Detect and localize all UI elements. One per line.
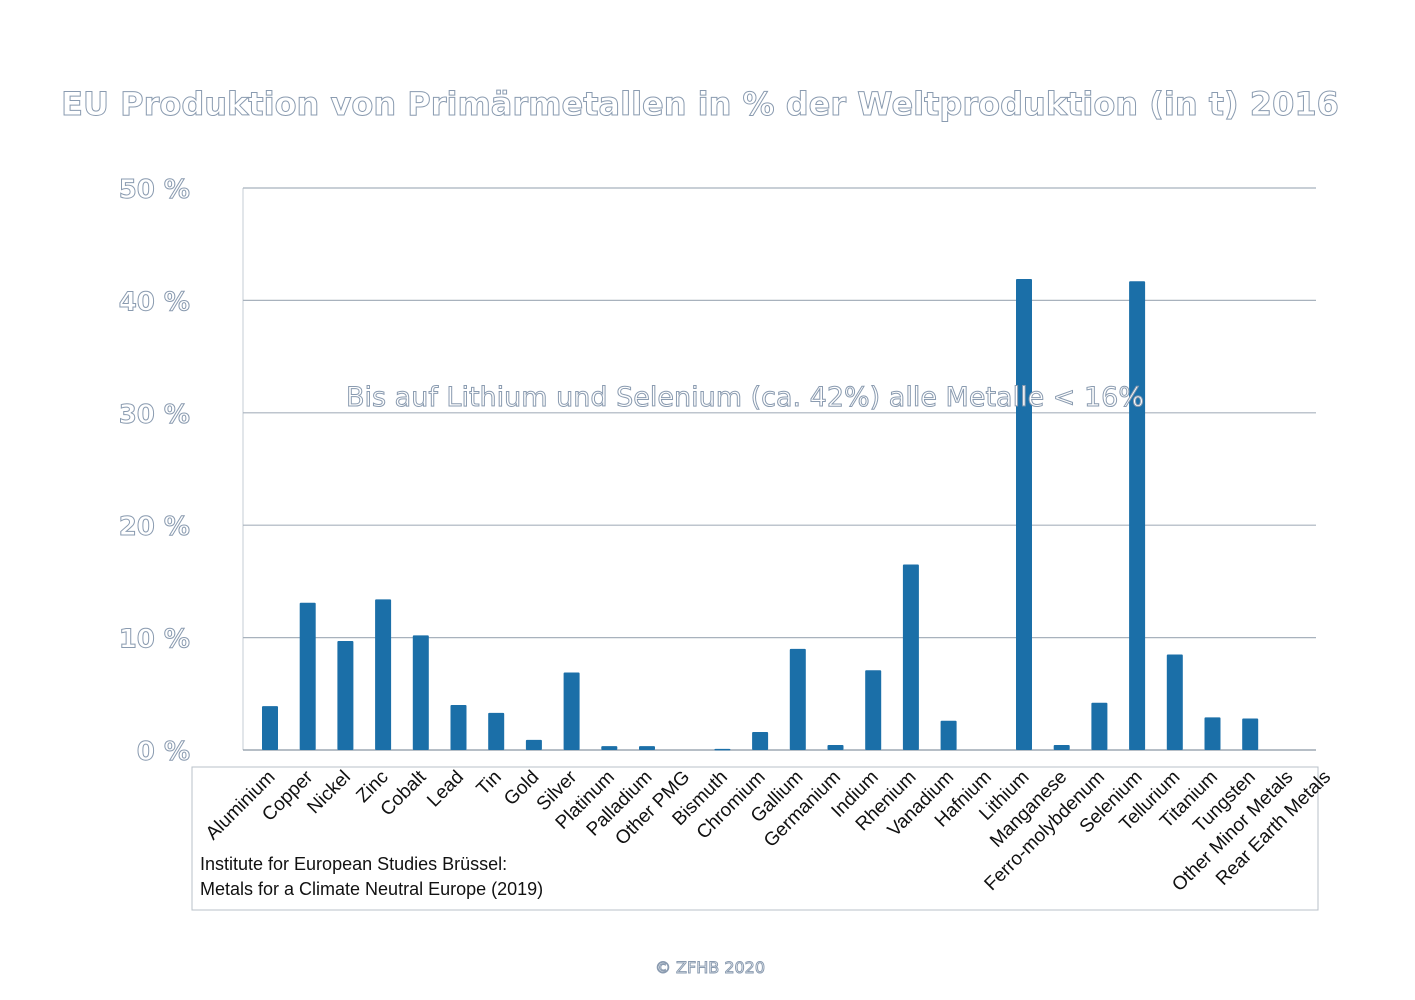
- y-tick-label: 50 %: [119, 175, 190, 205]
- bar-manganese: [1053, 744, 1070, 750]
- chart-title: EU Produktion von Primärmetallen in % de…: [61, 85, 1339, 123]
- bar-platinum: [601, 746, 618, 750]
- bar-germanium: [827, 744, 844, 750]
- source-box: [191, 766, 1319, 911]
- bar-titanium: [1204, 717, 1221, 750]
- y-axis-ticks: 0 % 10 % 20 % 30 % 40 % 50 %: [118, 175, 190, 768]
- gridlines: [242, 187, 1316, 751]
- bar-selenium: [1129, 281, 1146, 750]
- bar-aluminium: [262, 706, 278, 750]
- bar-cobalt: [412, 635, 429, 750]
- bar-tellurium: [1166, 654, 1183, 750]
- y-tick-label: 0 %: [137, 737, 190, 767]
- bar-copper: [299, 602, 316, 750]
- y-tick-label: 20 %: [119, 512, 190, 542]
- bar-lead: [450, 705, 467, 750]
- bar-nickel: [337, 640, 354, 750]
- bar-tungsten: [1242, 718, 1259, 750]
- y-tick-label: 40 %: [119, 287, 190, 317]
- bar-gallium: [789, 648, 806, 750]
- y-tick-label: 30 %: [119, 400, 190, 430]
- bars: [262, 279, 1259, 751]
- bar-palladium: [639, 746, 655, 750]
- y-tick-label: 10 %: [119, 625, 190, 655]
- bar-tin: [488, 712, 505, 750]
- source-line-1: Institute for European Studies Brüssel:: [200, 854, 507, 874]
- bar-silver: [563, 672, 580, 750]
- bar-bismuth: [714, 748, 731, 751]
- bar-ferro-molybdenum: [1091, 702, 1108, 750]
- chart-annotation: Bis auf Lithium und Selenium (ca. 42%) a…: [346, 382, 1144, 413]
- footer-copyright: © ZFHB 2020: [655, 958, 765, 977]
- bar-indium: [865, 670, 882, 750]
- bar-chromium: [752, 732, 769, 750]
- source-line-2: Metals for a Climate Neutral Europe (201…: [200, 879, 543, 899]
- bar-zinc: [375, 599, 392, 750]
- bar-rhenium: [902, 564, 919, 750]
- bar-vanadium: [940, 720, 957, 750]
- bar-lithium: [1016, 279, 1032, 750]
- bar-gold: [525, 739, 542, 750]
